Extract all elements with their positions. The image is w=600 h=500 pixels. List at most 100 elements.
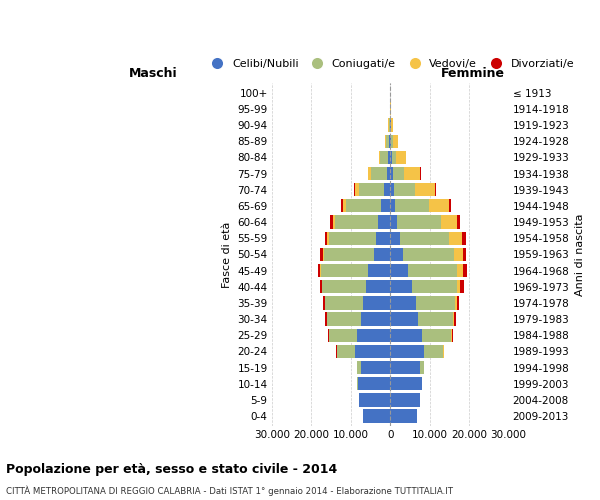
Bar <box>382 199 390 212</box>
Bar <box>415 183 435 196</box>
Bar <box>362 296 390 310</box>
Bar <box>394 183 415 196</box>
Bar <box>384 183 390 196</box>
Bar <box>386 134 389 148</box>
Bar <box>418 312 453 326</box>
Bar <box>317 264 320 277</box>
Bar <box>379 216 390 228</box>
Bar <box>327 312 361 326</box>
Bar <box>390 134 391 148</box>
Bar <box>416 296 455 310</box>
Bar <box>324 248 374 261</box>
Bar <box>390 345 424 358</box>
Bar <box>395 199 429 212</box>
Bar <box>385 134 386 148</box>
Bar <box>390 183 394 196</box>
Bar <box>390 410 417 423</box>
Bar <box>376 232 390 245</box>
Bar <box>452 328 453 342</box>
Bar <box>361 312 390 326</box>
Bar <box>400 232 449 245</box>
Bar <box>391 118 392 132</box>
Bar <box>325 312 327 326</box>
Bar <box>397 216 440 228</box>
Bar <box>329 328 356 342</box>
Bar <box>380 150 388 164</box>
Bar <box>374 248 390 261</box>
Bar <box>355 345 390 358</box>
Bar <box>457 264 463 277</box>
Bar <box>358 377 390 390</box>
Bar <box>320 264 321 277</box>
Bar <box>325 296 362 310</box>
Bar <box>359 183 384 196</box>
Bar <box>335 216 379 228</box>
Bar <box>389 134 390 148</box>
Bar <box>408 264 457 277</box>
Bar <box>368 167 371 180</box>
Bar <box>332 216 335 228</box>
Bar <box>392 150 396 164</box>
Bar <box>403 248 454 261</box>
Bar <box>463 248 466 261</box>
Bar <box>457 296 459 310</box>
Bar <box>390 248 403 261</box>
Bar <box>390 296 416 310</box>
Bar <box>390 167 392 180</box>
Bar <box>460 280 464 293</box>
Bar <box>420 361 424 374</box>
Bar <box>412 280 457 293</box>
Bar <box>390 280 412 293</box>
Bar <box>323 296 325 310</box>
Bar <box>362 410 390 423</box>
Text: Femmine: Femmine <box>441 66 505 80</box>
Bar <box>329 232 376 245</box>
Y-axis label: Fasce di età: Fasce di età <box>222 221 232 288</box>
Bar <box>396 150 406 164</box>
Bar <box>390 377 422 390</box>
Bar <box>320 280 322 293</box>
Bar <box>320 248 323 261</box>
Bar <box>424 345 443 358</box>
Bar <box>390 216 397 228</box>
Bar <box>366 280 390 293</box>
Bar <box>462 232 466 245</box>
Bar <box>361 361 390 374</box>
Bar <box>392 167 404 180</box>
Bar <box>390 328 422 342</box>
Bar <box>404 167 420 180</box>
Bar <box>321 264 368 277</box>
Bar <box>429 199 449 212</box>
Bar <box>330 216 332 228</box>
Bar <box>454 248 463 261</box>
Bar <box>358 361 361 374</box>
Bar <box>328 232 329 245</box>
Bar <box>440 216 457 228</box>
Bar <box>422 328 451 342</box>
Bar <box>435 183 436 196</box>
Text: CITTÀ METROPOLITANA DI REGGIO CALABRIA - Dati ISTAT 1° gennaio 2014 - Elaborazio: CITTÀ METROPOLITANA DI REGGIO CALABRIA -… <box>6 485 453 496</box>
Bar <box>454 312 455 326</box>
Bar <box>359 394 390 406</box>
Bar <box>449 232 462 245</box>
Bar <box>388 150 390 164</box>
Bar <box>323 248 324 261</box>
Bar <box>455 296 457 310</box>
Bar <box>386 167 390 180</box>
Bar <box>337 345 355 358</box>
Bar <box>390 361 420 374</box>
Bar <box>346 199 382 212</box>
Bar <box>457 216 460 228</box>
Bar <box>390 199 395 212</box>
Bar <box>328 328 329 342</box>
Bar <box>322 280 366 293</box>
Bar <box>354 183 355 196</box>
Bar <box>371 167 386 180</box>
Bar <box>393 134 398 148</box>
Bar <box>391 134 393 148</box>
Text: Popolazione per età, sesso e stato civile - 2014: Popolazione per età, sesso e stato civil… <box>6 462 337 475</box>
Bar <box>379 150 380 164</box>
Bar <box>390 312 418 326</box>
Bar <box>390 394 420 406</box>
Legend: Celibi/Nubili, Coniugati/e, Vedovi/e, Divorziati/e: Celibi/Nubili, Coniugati/e, Vedovi/e, Di… <box>202 54 578 73</box>
